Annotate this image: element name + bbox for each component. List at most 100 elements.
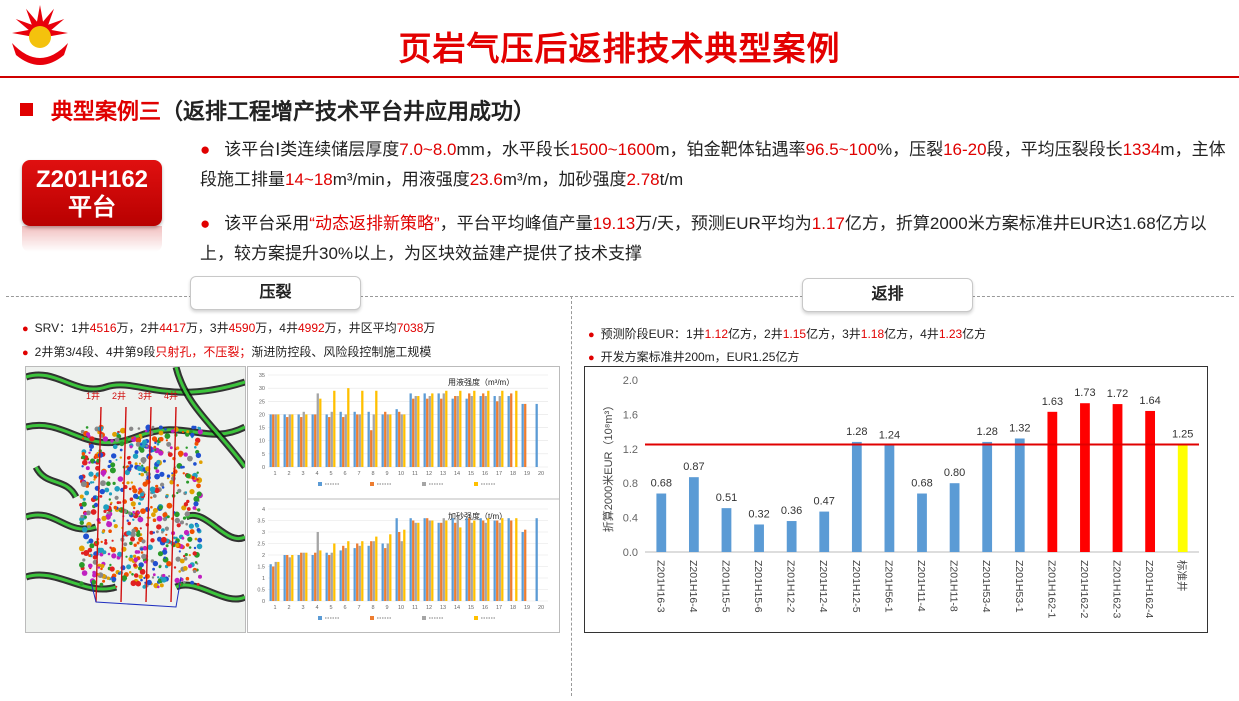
microseismic-event bbox=[143, 576, 146, 580]
text-run: 万，4井 bbox=[255, 321, 298, 335]
microseismic-event bbox=[140, 551, 144, 554]
microseismic-event bbox=[138, 433, 142, 437]
bar bbox=[423, 393, 426, 467]
tab-flowback[interactable]: 返排 bbox=[802, 278, 973, 312]
microseismic-event bbox=[194, 537, 198, 541]
text-run: 1.18 bbox=[860, 327, 885, 341]
microseismic-event bbox=[183, 452, 188, 457]
microseismic-event bbox=[155, 469, 160, 473]
x-tick-label: 10 bbox=[398, 471, 404, 477]
microseismic-event bbox=[111, 453, 117, 459]
data-label: 1.25 bbox=[1172, 429, 1193, 441]
microseismic-event bbox=[139, 447, 145, 453]
microseismic-event bbox=[157, 576, 160, 579]
chart-title: 用液强度（m³/m） bbox=[448, 377, 514, 387]
text-run: m³/min，用液强度 bbox=[332, 170, 470, 189]
legend-swatch bbox=[370, 482, 374, 486]
text-run: 4417 bbox=[159, 321, 186, 335]
bar bbox=[339, 411, 342, 467]
bar bbox=[417, 522, 420, 601]
bar bbox=[370, 541, 373, 601]
bar bbox=[356, 543, 359, 601]
bar bbox=[339, 550, 342, 601]
bar bbox=[468, 518, 471, 601]
microseismic-event bbox=[129, 445, 133, 449]
bar bbox=[423, 518, 426, 601]
x-tick-label: Z201H11-4 bbox=[915, 560, 927, 612]
microseismic-event bbox=[176, 484, 179, 487]
microseismic-event bbox=[191, 425, 195, 430]
microseismic-event bbox=[132, 488, 138, 494]
bar bbox=[482, 520, 485, 601]
microseismic-event bbox=[133, 543, 137, 547]
x-tick-label: Z201H16-4 bbox=[687, 560, 699, 613]
microseismic-event bbox=[81, 455, 86, 460]
bar bbox=[274, 414, 277, 467]
bar bbox=[347, 388, 350, 467]
microseismic-event bbox=[189, 429, 193, 434]
microseismic-event bbox=[183, 502, 189, 507]
bar bbox=[426, 398, 429, 467]
y-tick-label: 1.2 bbox=[623, 444, 638, 456]
eur-bar bbox=[1080, 403, 1090, 552]
bar bbox=[302, 411, 305, 467]
microseismic-event bbox=[173, 566, 177, 569]
microseismic-event bbox=[152, 508, 158, 513]
eur-bar bbox=[851, 441, 862, 552]
microseismic-event bbox=[182, 472, 185, 475]
microseismic-event bbox=[92, 495, 97, 500]
bar bbox=[484, 522, 487, 601]
text-run: 1.23 bbox=[938, 327, 963, 341]
x-tick-label: 17 bbox=[496, 605, 502, 611]
bar bbox=[288, 557, 291, 601]
bar bbox=[524, 403, 527, 467]
microseismic-event bbox=[83, 533, 90, 540]
microseismic-event bbox=[137, 511, 140, 514]
microseismic-event bbox=[126, 436, 129, 440]
well-label: 4井 bbox=[164, 390, 178, 401]
bar bbox=[403, 414, 406, 467]
text-run: SRV：1井 bbox=[34, 321, 90, 335]
text-run: 4590 bbox=[228, 321, 256, 335]
microseismic-event bbox=[138, 472, 141, 476]
microseismic-event bbox=[195, 452, 202, 459]
microseismic-event bbox=[109, 563, 112, 567]
microseismic-event bbox=[164, 428, 167, 431]
microseismic-event bbox=[96, 496, 99, 499]
paragraph-2: ● 该平台采用“动态返排新策略”，平台平均峰值产量19.13万/天，预测EUR平均… bbox=[200, 209, 1230, 269]
microseismic-event bbox=[151, 425, 155, 429]
y-tick-label: 0.5 bbox=[257, 588, 265, 594]
microseismic-event bbox=[188, 546, 192, 549]
microseismic-event bbox=[136, 532, 141, 537]
eur-bar bbox=[656, 493, 667, 552]
x-tick-label: 13 bbox=[440, 605, 446, 611]
microseismic-event bbox=[129, 497, 134, 501]
microseismic-event bbox=[152, 494, 157, 498]
microseismic-event bbox=[142, 545, 148, 551]
microseismic-event bbox=[136, 465, 143, 472]
microseismic-event bbox=[118, 508, 122, 511]
eur-bar-chart: 0.0 0.4 0.8 1.2 1.6 2.0 折算2000米EUR（10⁸m³） 0.68 Z… bbox=[584, 366, 1208, 633]
bar bbox=[521, 532, 524, 601]
petrochina-logo-icon bbox=[12, 5, 68, 65]
bar bbox=[283, 555, 286, 601]
x-tick-label: 15 bbox=[468, 471, 474, 477]
tab-fracturing[interactable]: 压裂 bbox=[190, 276, 361, 310]
microseismic-event bbox=[196, 471, 199, 474]
platform-badge: Z201H162 平台 bbox=[22, 160, 162, 226]
wellbore-line bbox=[145, 406, 152, 603]
microseismic-event bbox=[154, 473, 161, 480]
microseismic-event bbox=[123, 542, 128, 547]
bar bbox=[501, 518, 504, 601]
microseismic-event bbox=[92, 573, 97, 578]
data-label: 0.32 bbox=[748, 509, 769, 521]
fault-line-highlight bbox=[34, 466, 78, 498]
microseismic-event bbox=[161, 536, 167, 543]
microseismic-event bbox=[112, 481, 116, 485]
bar bbox=[389, 534, 392, 601]
microseismic-event bbox=[187, 536, 193, 542]
bar bbox=[456, 518, 459, 601]
bar bbox=[314, 414, 317, 467]
microseismic-event bbox=[82, 459, 88, 466]
title-divider bbox=[0, 76, 1239, 78]
